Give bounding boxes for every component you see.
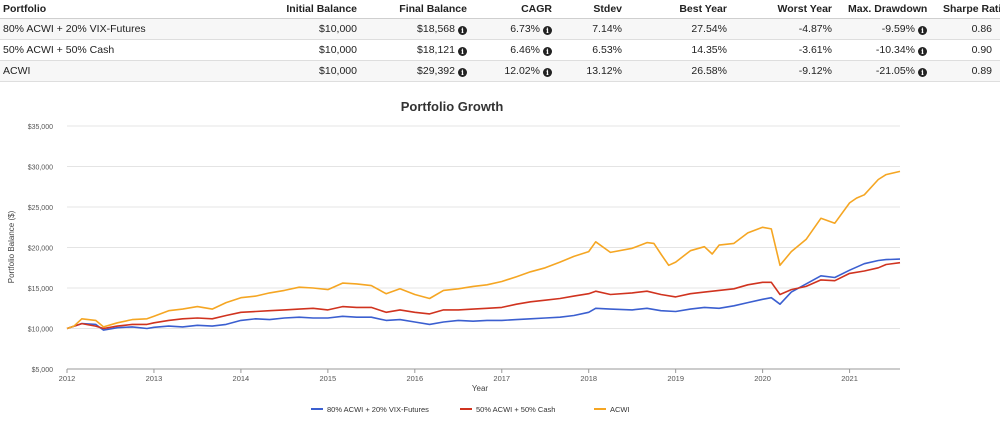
cell-sharpe-ratio: 0.90	[935, 39, 1000, 61]
cell-best-year: 27.54%	[630, 18, 735, 40]
cell-final-balance: $29,392 i	[365, 60, 475, 82]
portfolio-growth-chart: Portfolio Growth $5,000 $10,000 $15,000 $20…	[0, 92, 1000, 422]
cell-initial-balance: $10,000	[205, 39, 365, 61]
legend-item-label[interactable]: 80% ACWI + 20% VIX-Futures	[327, 405, 429, 414]
info-circle-icon[interactable]: i	[458, 68, 467, 77]
chart-title: Portfolio Growth	[401, 99, 504, 114]
cell-stdev: 7.14%	[560, 18, 630, 40]
x-tick-label: 2017	[493, 374, 510, 383]
x-tick-label: 2012	[59, 374, 76, 383]
cell-cagr: 6.46% i	[475, 39, 560, 61]
x-tick-label: 2016	[406, 374, 423, 383]
x-tick-label: 2020	[754, 374, 771, 383]
info-circle-icon[interactable]: i	[918, 68, 927, 77]
header-stdev: Stdev	[560, 0, 630, 19]
table-row: 80% ACWI + 20% VIX-Futures $10,000 $18,5…	[0, 18, 1000, 40]
cell-sharpe-ratio: 0.89	[935, 60, 1000, 82]
x-tick-label: 2021	[841, 374, 858, 383]
legend: 80% ACWI + 20% VIX-Futures 50% ACWI + 50%…	[311, 405, 630, 414]
x-tick-label: 2015	[320, 374, 337, 383]
info-circle-icon[interactable]: i	[458, 47, 467, 56]
cell-portfolio: 50% ACWI + 50% Cash	[0, 39, 205, 61]
cell-final-balance-value: $18,121	[417, 44, 455, 56]
info-circle-icon[interactable]: i	[918, 47, 927, 56]
series-line-2	[66, 261, 901, 330]
header-cagr: CAGR	[475, 0, 560, 19]
info-circle-icon[interactable]: i	[918, 26, 927, 35]
series-line-3	[66, 170, 901, 330]
info-circle-icon[interactable]: i	[543, 26, 552, 35]
chart-svg: Portfolio Growth $5,000 $10,000 $15,000 $20…	[7, 99, 901, 414]
cell-max-drawdown: -9.59% i	[840, 18, 935, 40]
cell-cagr-value: 12.02%	[504, 65, 540, 77]
y-tick-label: $5,000	[32, 367, 54, 374]
series-line-1	[66, 258, 901, 331]
info-circle-icon[interactable]: i	[543, 68, 552, 77]
portfolio-stats-table: Portfolio Initial Balance Final Balance …	[0, 0, 1000, 82]
cell-max-drawdown-value: -21.05%	[875, 65, 915, 77]
header-worst-year: Worst Year	[735, 0, 840, 19]
y-tick-label: $15,000	[28, 286, 53, 293]
grid-lines	[67, 125, 900, 370]
cell-max-drawdown: -21.05% i	[840, 60, 935, 82]
x-tick-label: 2013	[146, 374, 163, 383]
cell-portfolio: 80% ACWI + 20% VIX-Futures	[0, 18, 205, 40]
cell-final-balance-value: $29,392	[417, 65, 455, 77]
cell-max-drawdown: -10.34% i	[840, 39, 935, 61]
x-tick-label: 2018	[580, 374, 597, 383]
cell-final-balance-value: $18,568	[417, 23, 455, 35]
cell-best-year: 26.58%	[630, 60, 735, 82]
table-header-row: Portfolio Initial Balance Final Balance …	[0, 0, 1000, 19]
cell-final-balance: $18,121 i	[365, 39, 475, 61]
cell-initial-balance: $10,000	[205, 18, 365, 40]
legend-item-label[interactable]: ACWI	[610, 405, 630, 414]
table-row: 50% ACWI + 50% Cash $10,000 $18,121 i 6.4…	[0, 39, 1000, 61]
y-axis-label: Portfolio Balance ($)	[7, 210, 16, 283]
x-tick-label: 2014	[233, 374, 250, 383]
header-initial-balance: Initial Balance	[205, 0, 365, 19]
info-circle-icon[interactable]: i	[543, 47, 552, 56]
header-final-balance: Final Balance	[365, 0, 475, 19]
cell-cagr: 12.02% i	[475, 60, 560, 82]
header-portfolio: Portfolio	[0, 0, 205, 19]
cell-max-drawdown-value: -9.59%	[881, 23, 915, 35]
axes: $5,000 $10,000 $15,000 $20,000 $25,000 $30,00…	[28, 124, 900, 383]
info-circle-icon[interactable]: i	[458, 26, 467, 35]
cell-cagr-value: 6.46%	[510, 44, 540, 56]
cell-portfolio: ACWI	[0, 60, 205, 82]
y-tick-label: $25,000	[28, 205, 53, 212]
header-max-drawdown: Max. Drawdown	[840, 0, 935, 19]
legend-item-label[interactable]: 50% ACWI + 50% Cash	[476, 405, 555, 414]
cell-cagr: 6.73% i	[475, 18, 560, 40]
cell-best-year: 14.35%	[630, 39, 735, 61]
cell-worst-year: -9.12%	[735, 60, 840, 82]
cell-stdev: 13.12%	[560, 60, 630, 82]
cell-worst-year: -4.87%	[735, 18, 840, 40]
header-best-year: Best Year	[630, 0, 735, 19]
y-tick-label: $35,000	[28, 124, 53, 131]
cell-stdev: 6.53%	[560, 39, 630, 61]
cell-worst-year: -3.61%	[735, 39, 840, 61]
series-lines	[66, 170, 901, 331]
table-row: ACWI $10,000 $29,392 i 12.02% i 13.12% 26.…	[0, 60, 1000, 82]
cell-cagr-value: 6.73%	[510, 23, 540, 35]
header-sharpe-ratio: Sharpe Ratio	[935, 0, 1000, 19]
cell-max-drawdown-value: -10.34%	[875, 44, 915, 56]
cell-sharpe-ratio: 0.86	[935, 18, 1000, 40]
y-tick-label: $30,000	[28, 165, 53, 172]
x-tick-label: 2019	[667, 374, 684, 383]
cell-initial-balance: $10,000	[205, 60, 365, 82]
y-tick-label: $10,000	[28, 327, 53, 334]
y-tick-label: $20,000	[28, 246, 53, 253]
x-axis-label: Year	[472, 384, 489, 393]
cell-final-balance: $18,568 i	[365, 18, 475, 40]
